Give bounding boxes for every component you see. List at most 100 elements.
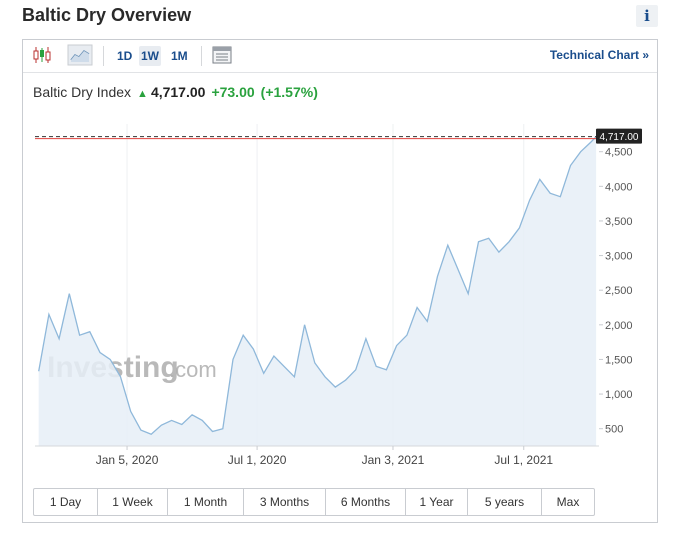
last-value-box — [596, 128, 642, 144]
data-point — [67, 292, 71, 296]
data-point — [374, 364, 378, 368]
chart-toolbar: 1D 1W 1M Technical Chart » — [23, 40, 657, 73]
data-point — [568, 163, 572, 167]
range-tab-1-week[interactable]: 1 Week — [98, 489, 168, 515]
toolbar-separator — [103, 46, 104, 66]
x-tick-label: Jul 1, 2021 — [494, 453, 553, 467]
data-point — [323, 375, 327, 379]
range-1m-button[interactable]: 1M — [171, 49, 188, 63]
range-tab-3-months[interactable]: 3 Months — [244, 489, 326, 515]
data-point — [200, 418, 204, 422]
data-point — [589, 140, 593, 144]
instrument-name: Baltic Dry Index — [33, 84, 132, 100]
last-value-label: 4,717.00 — [600, 132, 639, 143]
data-point — [384, 368, 388, 372]
data-point — [292, 375, 296, 379]
y-tick-label: 3,500 — [605, 216, 633, 228]
price-change-percent: (+1.57%) — [260, 84, 318, 100]
data-point — [548, 191, 552, 195]
data-point — [405, 333, 409, 337]
data-point — [302, 323, 306, 327]
toolbar-separator — [201, 46, 202, 66]
data-point — [487, 236, 491, 240]
chart-panel: 1D 1W 1M Technical Chart » Baltic Dry In… — [22, 39, 658, 523]
data-point — [354, 368, 358, 372]
data-point — [118, 375, 122, 379]
x-tick-label: Jan 5, 2020 — [96, 453, 159, 467]
page-title: Baltic Dry Overview — [22, 5, 192, 25]
y-tick-label: 2,000 — [605, 320, 633, 332]
range-tab-5-years[interactable]: 5 years — [468, 489, 542, 515]
data-point — [497, 250, 501, 254]
data-point — [333, 385, 337, 389]
y-tick-label: 2,500 — [605, 285, 633, 297]
data-point — [272, 354, 276, 358]
up-arrow-icon: ▲ — [137, 88, 148, 100]
x-tick-label: Jul 1, 2020 — [228, 453, 287, 467]
data-point — [98, 350, 102, 354]
data-point — [435, 274, 439, 278]
data-point — [425, 319, 429, 323]
data-point — [262, 371, 266, 375]
data-point — [527, 198, 531, 202]
y-tick-label: 1,000 — [605, 389, 633, 401]
info-button[interactable]: i — [636, 5, 658, 27]
data-point — [507, 240, 511, 244]
data-point — [241, 333, 245, 337]
data-point — [394, 343, 398, 347]
data-point — [139, 428, 143, 432]
range-tab-1-day[interactable]: 1 Day — [34, 489, 98, 515]
data-point — [57, 337, 61, 341]
data-point — [313, 361, 317, 365]
area-chart-icon[interactable] — [67, 44, 93, 66]
data-point — [466, 292, 470, 296]
range-1d-button[interactable]: 1D — [117, 49, 133, 63]
y-tick-label: 4,500 — [605, 147, 633, 159]
data-point — [108, 357, 112, 361]
area-fill — [38, 136, 597, 446]
data-point — [77, 333, 81, 337]
data-point — [221, 427, 225, 431]
range-tabs: 1 Day 1 Week 1 Month 3 Months 6 Months 1 Year… — [33, 488, 595, 516]
data-point — [210, 429, 214, 433]
y-tick-label: 3,000 — [605, 251, 633, 263]
data-point — [364, 337, 368, 341]
data-point — [538, 177, 542, 181]
quote-line: Baltic Dry Index ▲ 4,717.00 +73.00 (+1.57%) — [33, 84, 318, 100]
candlestick-icon[interactable] — [31, 44, 53, 66]
data-point — [159, 423, 163, 427]
data-point — [169, 418, 173, 422]
data-point — [37, 369, 41, 373]
series-line — [38, 136, 597, 435]
data-point — [343, 378, 347, 382]
range-tab-6-months[interactable]: 6 Months — [326, 489, 406, 515]
x-tick-label: Jan 3, 2021 — [362, 453, 425, 467]
data-point — [446, 243, 450, 247]
data-point — [456, 267, 460, 271]
technical-chart-link[interactable]: Technical Chart » — [549, 48, 649, 62]
y-tick-label: 1,500 — [605, 354, 633, 366]
data-point — [190, 413, 194, 417]
range-1w-button[interactable]: 1W — [139, 46, 161, 66]
data-point — [180, 422, 184, 426]
data-point — [88, 330, 92, 334]
range-tab-max[interactable]: Max — [556, 495, 580, 509]
last-price: 4,717.00 — [150, 84, 206, 100]
price-chart: Investing.com5001,0001,5002,0002,5003,00… — [35, 124, 642, 467]
data-point — [282, 364, 286, 368]
y-tick-label: 4,000 — [605, 181, 633, 193]
range-tab-1-year[interactable]: 1 Year — [406, 489, 468, 515]
range-tab-1-month[interactable]: 1 Month — [168, 489, 244, 515]
table-view-icon[interactable] — [211, 44, 233, 66]
data-point — [129, 409, 133, 413]
data-point — [476, 240, 480, 244]
watermark-suffix: .com — [169, 357, 217, 382]
data-point — [251, 347, 255, 351]
data-point — [231, 357, 235, 361]
data-point — [558, 195, 562, 199]
data-point — [415, 305, 419, 309]
data-point — [47, 312, 51, 316]
data-point — [149, 432, 153, 436]
data-point — [579, 150, 583, 154]
y-tick-label: 500 — [605, 424, 623, 436]
